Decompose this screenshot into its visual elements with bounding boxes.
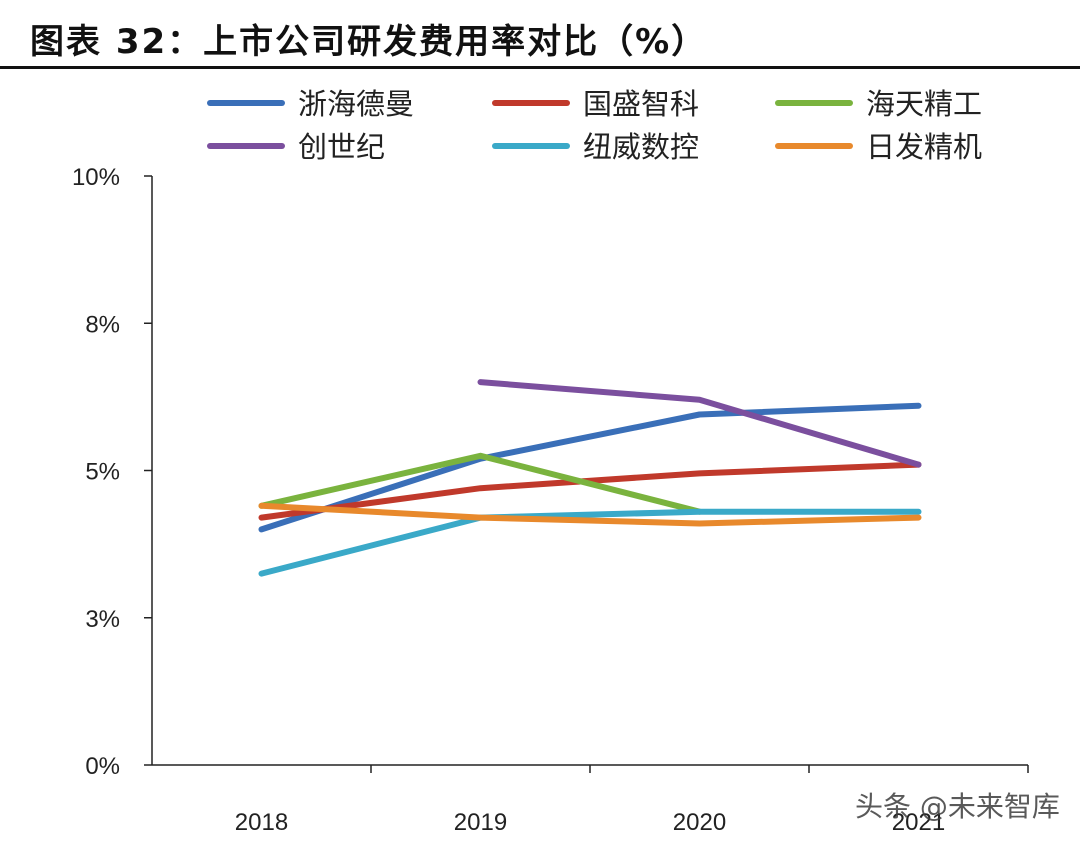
legend-label: 日发精机 xyxy=(866,130,982,164)
y-tick-label: 8% xyxy=(85,311,120,338)
legend-label: 创世纪 xyxy=(298,130,385,164)
y-tick-label: 0% xyxy=(85,753,120,780)
series-line xyxy=(258,402,922,533)
axes: 0% 3% 5% 8% 10% 2018 2019 2020 2021 xyxy=(72,164,1029,836)
series-line xyxy=(477,379,922,468)
x-tick-label: 2021 xyxy=(892,809,945,836)
chart-title: 图表 32：上市公司研发费用率对比（%） xyxy=(30,22,708,62)
series-line xyxy=(258,452,703,515)
legend-label: 海天精工 xyxy=(866,87,982,121)
x-tick-label: 2020 xyxy=(673,809,726,836)
x-tick-label: 2018 xyxy=(235,809,288,836)
series-line xyxy=(258,508,922,577)
legend-label: 国盛智科 xyxy=(583,87,699,121)
x-tick-label: 2019 xyxy=(454,809,507,836)
y-tick-label: 5% xyxy=(85,459,120,486)
y-tick-label: 10% xyxy=(72,164,120,191)
legend-label: 纽威数控 xyxy=(583,130,699,164)
y-tick-label: 3% xyxy=(85,606,120,633)
series-line xyxy=(258,502,922,527)
series-lines xyxy=(258,379,922,577)
watermark: 头条 @未来智库 xyxy=(855,790,1060,823)
legend-label: 浙海德曼 xyxy=(298,87,414,121)
title-divider xyxy=(0,66,1080,69)
